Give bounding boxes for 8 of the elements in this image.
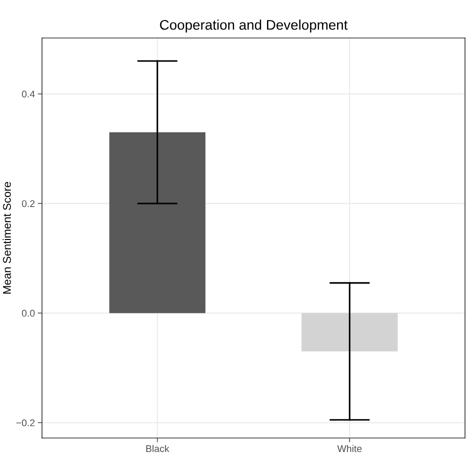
y-tick-label: −0.2 bbox=[16, 419, 35, 426]
y-tick-label: 0.2 bbox=[22, 200, 35, 208]
x-tick-label: Black bbox=[146, 444, 170, 452]
y-axis-title: Mean Sentiment Score bbox=[2, 182, 11, 294]
x-tick-label: White bbox=[337, 444, 362, 452]
y-tick-label: 0.0 bbox=[22, 310, 35, 317]
chart-title: Cooperation and Development bbox=[160, 20, 348, 33]
y-tick-label: 0.4 bbox=[22, 90, 35, 98]
